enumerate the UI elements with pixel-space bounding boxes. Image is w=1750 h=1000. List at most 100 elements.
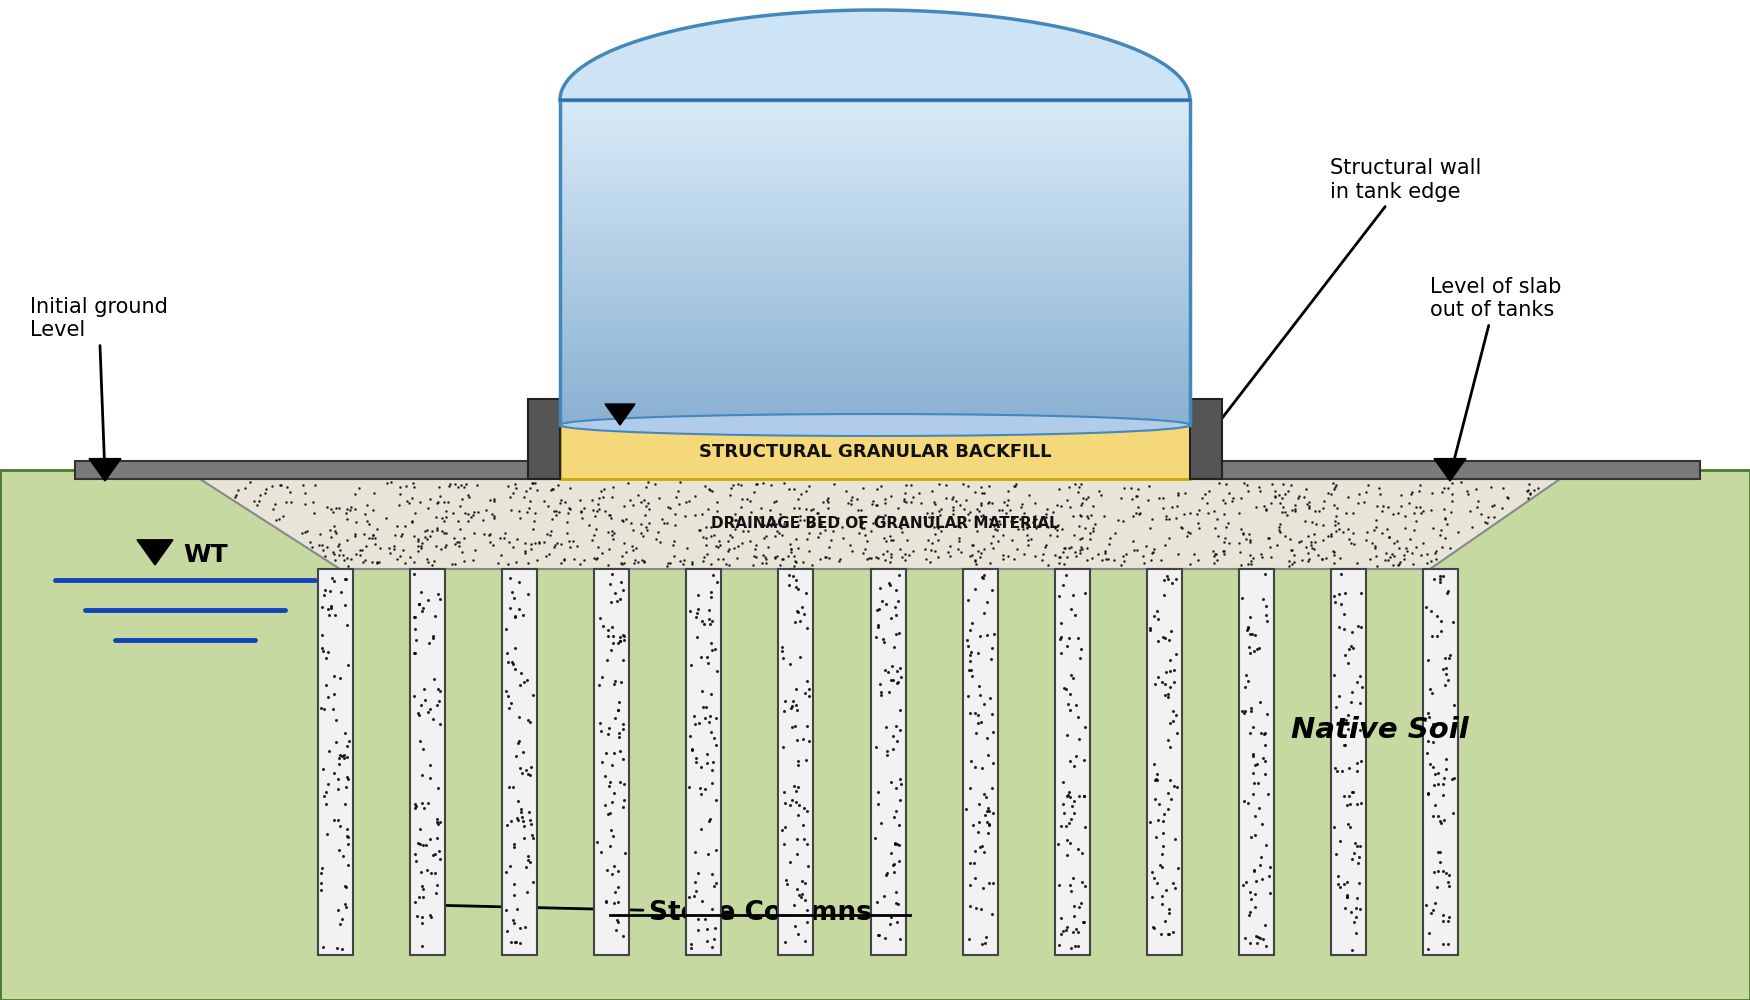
Bar <box>1239 569 1274 955</box>
Bar <box>502 569 537 955</box>
Text: Initial ground
Level: Initial ground Level <box>30 297 168 470</box>
Bar <box>560 180 1190 185</box>
Bar <box>560 196 1190 202</box>
Bar <box>1146 569 1181 955</box>
Bar <box>560 209 1190 214</box>
Bar <box>560 278 1190 283</box>
Bar <box>560 229 1190 234</box>
Bar <box>560 111 1190 116</box>
Bar <box>560 343 1190 348</box>
Bar <box>560 294 1190 299</box>
Bar <box>560 188 1190 193</box>
Bar <box>560 326 1190 332</box>
Bar <box>560 274 1190 279</box>
Bar <box>560 347 1190 352</box>
Bar <box>560 400 1190 405</box>
Bar <box>560 172 1190 177</box>
Bar <box>1423 569 1458 955</box>
Bar <box>560 261 1190 267</box>
Bar <box>560 205 1190 210</box>
Bar <box>560 164 1190 169</box>
Bar <box>560 412 1190 417</box>
Bar <box>560 322 1190 328</box>
Bar <box>1190 399 1221 479</box>
Text: Structural wall
in tank edge: Structural wall in tank edge <box>1209 158 1480 434</box>
Bar <box>779 569 814 955</box>
Bar <box>560 168 1190 173</box>
Bar <box>560 136 1190 141</box>
Bar <box>560 144 1190 149</box>
Bar <box>0 470 1750 1000</box>
Polygon shape <box>606 404 635 425</box>
Bar <box>560 217 1190 222</box>
Bar <box>560 99 1190 104</box>
Bar <box>560 257 1190 262</box>
Bar <box>560 387 1190 392</box>
Bar <box>560 233 1190 238</box>
Bar <box>560 425 1190 479</box>
Bar <box>560 176 1190 181</box>
Bar <box>595 569 630 955</box>
Bar <box>560 379 1190 384</box>
Bar <box>560 192 1190 198</box>
Polygon shape <box>136 540 173 565</box>
Bar <box>560 420 1190 425</box>
Text: Level of slab
out of tanks: Level of slab out of tanks <box>1430 277 1561 470</box>
Bar <box>560 355 1190 360</box>
Bar <box>560 367 1190 372</box>
Bar <box>560 331 1190 336</box>
Bar <box>560 339 1190 344</box>
Bar <box>560 383 1190 388</box>
Polygon shape <box>1433 459 1466 481</box>
Bar <box>560 201 1190 206</box>
Bar <box>560 306 1190 311</box>
Bar <box>560 127 1190 132</box>
Bar <box>560 302 1190 307</box>
Bar <box>560 314 1190 319</box>
Bar <box>560 286 1190 291</box>
Bar <box>560 375 1190 380</box>
Bar <box>870 569 905 955</box>
Bar <box>560 335 1190 340</box>
Bar <box>560 404 1190 409</box>
Bar <box>560 156 1190 161</box>
Bar <box>560 123 1190 128</box>
Bar <box>560 310 1190 315</box>
Bar <box>560 391 1190 397</box>
Bar <box>410 569 444 955</box>
Bar <box>1200 461 1699 479</box>
Bar <box>560 266 1190 271</box>
Bar <box>560 107 1190 112</box>
Bar <box>560 213 1190 218</box>
Text: STRUCTURAL GRANULAR BACKFILL: STRUCTURAL GRANULAR BACKFILL <box>698 443 1052 461</box>
Bar <box>560 363 1190 368</box>
Text: Bottom tank
level: Bottom tank level <box>576 277 704 414</box>
Bar <box>560 148 1190 153</box>
Bar <box>560 131 1190 137</box>
Bar <box>560 290 1190 295</box>
Polygon shape <box>89 459 121 481</box>
Bar <box>686 569 721 955</box>
Bar <box>560 221 1190 226</box>
Bar <box>560 396 1190 401</box>
Bar <box>75 461 550 479</box>
Bar <box>560 249 1190 254</box>
Bar <box>1055 569 1090 955</box>
Bar <box>560 119 1190 124</box>
Bar <box>963 569 998 955</box>
Bar <box>1332 569 1367 955</box>
Bar <box>560 298 1190 303</box>
Bar <box>560 351 1190 356</box>
Bar <box>318 569 354 955</box>
Bar <box>560 115 1190 120</box>
Bar <box>560 237 1190 242</box>
Bar <box>560 225 1190 230</box>
Bar <box>560 152 1190 157</box>
Polygon shape <box>560 10 1190 100</box>
Bar <box>560 318 1190 323</box>
Bar <box>560 371 1190 376</box>
Polygon shape <box>200 479 1559 569</box>
Bar <box>528 399 560 479</box>
Bar <box>560 140 1190 145</box>
Bar <box>560 103 1190 108</box>
